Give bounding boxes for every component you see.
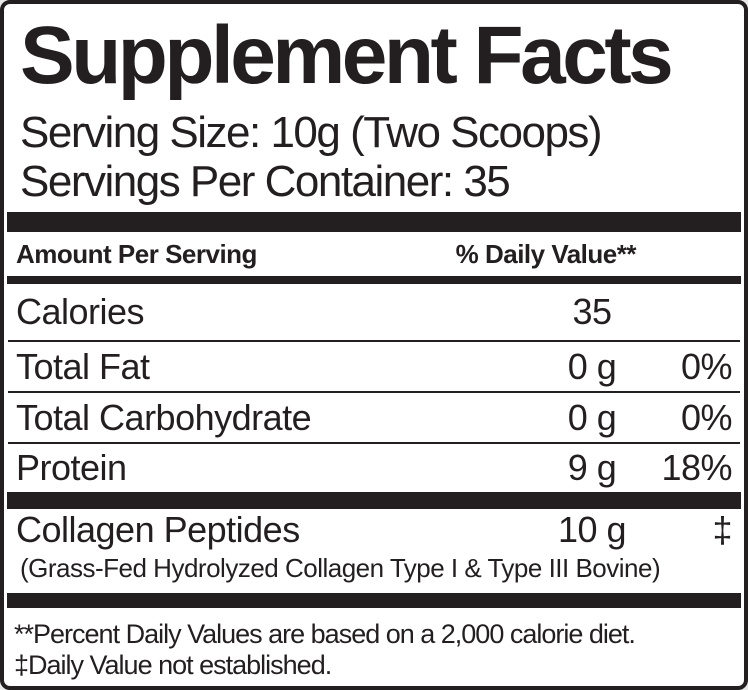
nutrient-name: Total Carbohydrate xyxy=(16,396,312,438)
table-row-total-carbohydrate: Total Carbohydrate 0 g 0% xyxy=(4,393,744,442)
nutrient-dv: 0% xyxy=(680,396,733,438)
servings-per-container: Servings Per Container: 35 xyxy=(20,156,511,206)
table-row-calories: Calories 35 xyxy=(4,284,744,340)
collagen-description: (Grass-Fed Hydrolyzed Collagen Type I & … xyxy=(20,552,661,583)
nutrient-name: Total Fat xyxy=(16,345,150,387)
table-row-total-fat: Total Fat 0 g 0% xyxy=(4,342,744,391)
footnote-dagger: ‡Daily Value not established. xyxy=(14,649,332,680)
serving-size: Serving Size: 10g (Two Scoops) xyxy=(20,107,603,157)
separator-bar-header xyxy=(7,276,741,284)
separator-bar-middle xyxy=(7,492,741,509)
row-divider xyxy=(8,442,740,444)
nutrient-amount: 0 g xyxy=(567,396,617,438)
nutrient-amount: 10 g xyxy=(557,509,627,550)
nutrient-dv: 18% xyxy=(661,447,732,488)
nutrient-dv: 0% xyxy=(680,345,733,387)
separator-bar-bottom xyxy=(7,593,741,608)
nutrient-name: Calories xyxy=(16,291,145,332)
nutrient-dv-dagger: ‡ xyxy=(712,509,732,550)
row-divider xyxy=(8,340,740,342)
nutrient-amount: 35 xyxy=(572,291,612,332)
nutrient-name: Collagen Peptides xyxy=(16,509,300,550)
table-row-protein: Protein 9 g 18% xyxy=(4,444,744,492)
table-row-collagen-peptides: Collagen Peptides 10 g ‡ xyxy=(4,509,744,551)
nutrient-amount: 0 g xyxy=(567,345,617,387)
panel-title: Supplement Facts xyxy=(20,10,674,101)
nutrient-name: Protein xyxy=(16,447,127,488)
daily-value-header: % Daily Value** xyxy=(455,238,637,269)
separator-bar-top xyxy=(7,212,741,232)
amount-per-serving-header: Amount Per Serving xyxy=(16,238,257,269)
column-header-row: Amount Per Serving % Daily Value** xyxy=(4,232,744,276)
footnote-daily-values: **Percent Daily Values are based on a 2,… xyxy=(14,618,636,649)
nutrient-amount: 9 g xyxy=(567,447,617,488)
row-divider xyxy=(8,391,740,393)
